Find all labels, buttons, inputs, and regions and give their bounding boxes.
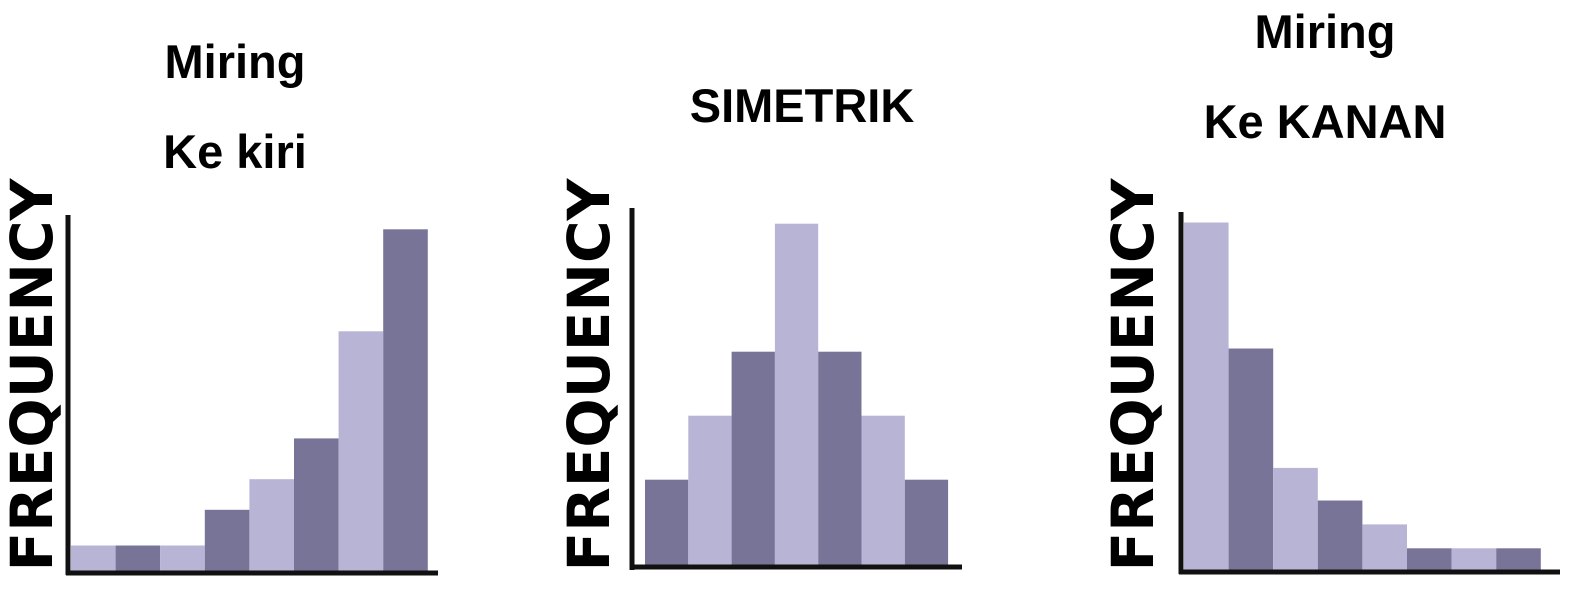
bar-5 <box>1362 524 1407 570</box>
bar-7 <box>904 479 949 565</box>
bar-1 <box>1184 222 1229 570</box>
bar-1 <box>71 545 116 571</box>
bar-5 <box>249 479 294 571</box>
chart-symmetric: SIMETRIK FREQUENCY <box>555 79 962 572</box>
bars-group <box>71 229 428 572</box>
bar-4 <box>1317 500 1363 570</box>
bar-8 <box>383 229 428 572</box>
bar-5 <box>818 351 862 565</box>
bar-3 <box>1273 467 1318 570</box>
chart-left-skew: Miring Ke kiri FREQUENCY <box>0 35 438 576</box>
bars-group <box>1184 222 1541 570</box>
bar-3 <box>160 545 205 571</box>
chart-right-skew: Miring Ke KANAN FREQUENCY <box>1099 5 1560 575</box>
y-axis-label: FREQUENCY <box>1099 177 1167 571</box>
bar-4 <box>774 223 819 565</box>
chart-title-line-1: Miring <box>165 35 306 88</box>
chart-title-line-1: Miring <box>1255 5 1396 58</box>
bar-6 <box>861 415 905 565</box>
bar-2 <box>115 545 161 571</box>
bar-3 <box>731 351 775 565</box>
bar-7 <box>338 331 384 571</box>
bar-7 <box>1451 548 1497 570</box>
bar-6 <box>294 438 339 571</box>
chart-title-line-2: Ke kiri <box>163 125 307 178</box>
bar-1 <box>645 479 689 565</box>
bars-group <box>645 223 949 565</box>
bar-8 <box>1496 548 1541 570</box>
bar-6 <box>1407 548 1452 570</box>
chart-title-line-2: Ke KANAN <box>1204 95 1447 148</box>
bar-4 <box>204 509 250 571</box>
y-axis-label: FREQUENCY <box>555 177 623 571</box>
bar-2 <box>688 415 732 565</box>
chart-title-line-1: SIMETRIK <box>690 79 915 132</box>
y-axis-label: FREQUENCY <box>0 177 66 571</box>
bar-2 <box>1228 348 1274 570</box>
